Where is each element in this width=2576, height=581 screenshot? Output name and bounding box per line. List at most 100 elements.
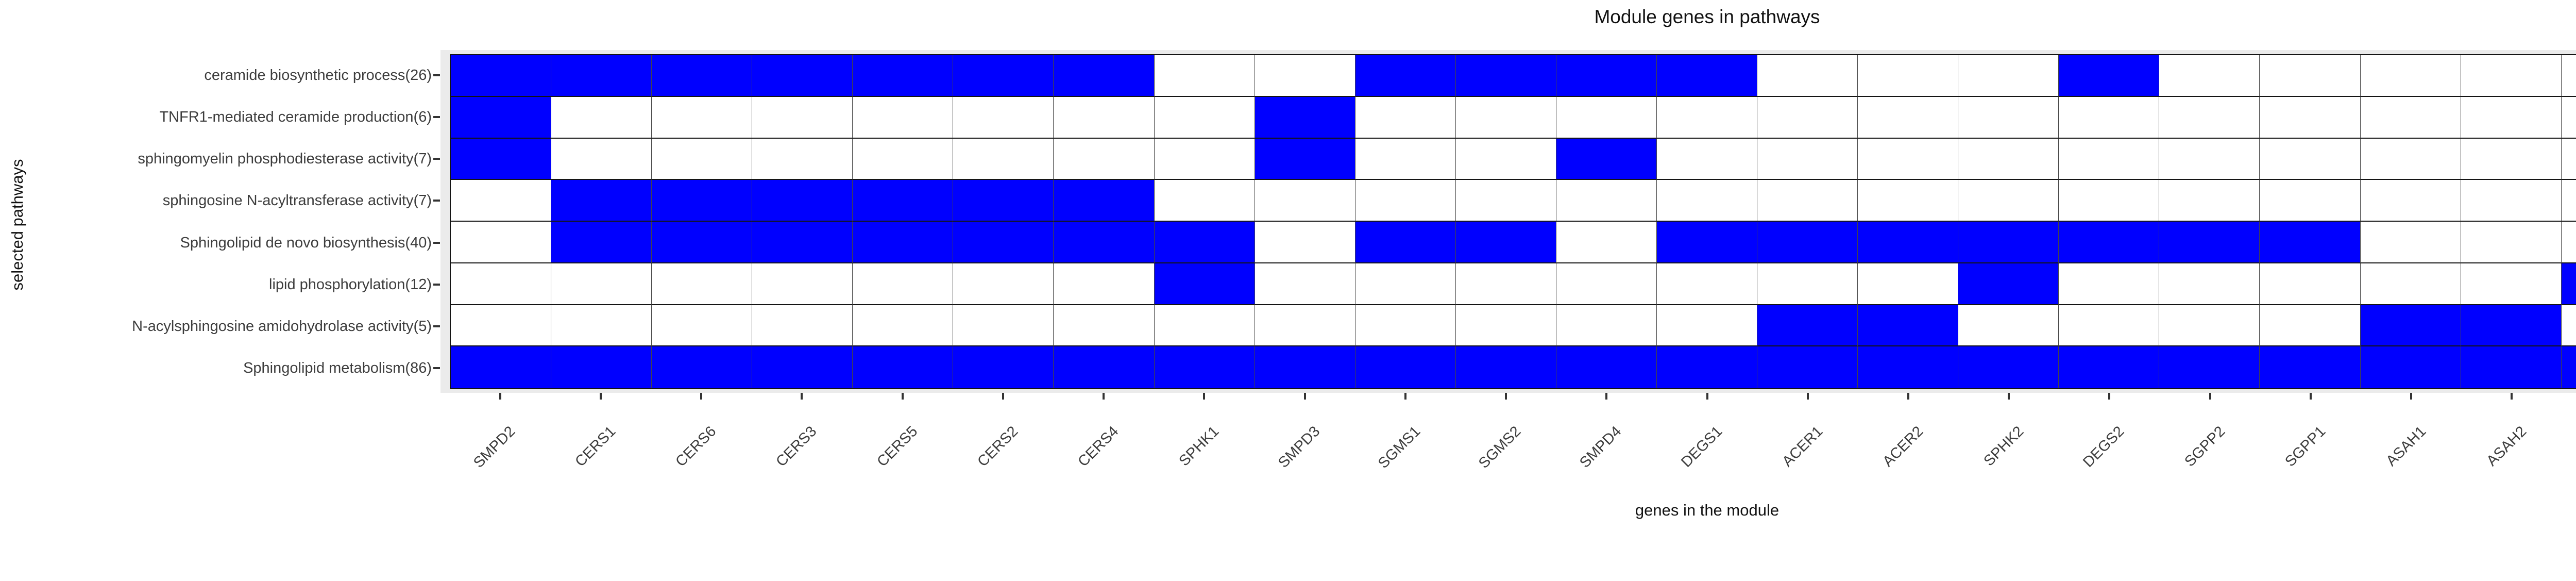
- x-tick: [1002, 393, 1004, 400]
- y-tick-label: ceramide biosynthetic process(26): [204, 67, 432, 84]
- x-tick: [1203, 393, 1206, 400]
- heatmap-cell: [2360, 222, 2461, 263]
- heatmap-cell: [1355, 138, 1456, 180]
- x-tick: [1404, 393, 1406, 400]
- heatmap-cell: [1054, 305, 1155, 347]
- x-tick: [700, 393, 703, 400]
- x-tick: [2008, 393, 2010, 400]
- heatmap-cell: [2159, 346, 2260, 388]
- x-tick: [1103, 393, 1105, 400]
- heatmap-cell: [1858, 138, 1959, 180]
- heatmap-cell: [451, 305, 552, 347]
- heatmap-cell: [1054, 222, 1155, 263]
- heatmap-cell: [1355, 346, 1456, 388]
- heatmap-cell: [2059, 222, 2160, 263]
- heatmap-cell: [2260, 305, 2361, 347]
- heatmap-cell: [2260, 55, 2361, 97]
- heatmap-cell: [1255, 305, 1355, 347]
- heatmap-cell: [551, 55, 652, 97]
- heatmap-cell: [1154, 180, 1255, 222]
- heatmap-cell: [451, 138, 552, 180]
- heatmap-cell: [1255, 138, 1355, 180]
- y-tick: [433, 283, 440, 286]
- heatmap-cell: [2461, 138, 2562, 180]
- heatmap-cell: [953, 346, 1054, 388]
- x-tick: [1806, 393, 1809, 400]
- heatmap-cell: [2260, 222, 2361, 263]
- y-tick-label: sphingosine N-acyltransferase activity(7…: [162, 192, 432, 209]
- heatmap-cell: [652, 55, 753, 97]
- x-tick: [599, 393, 602, 400]
- heatmap-cell: [1757, 346, 1858, 388]
- heatmap-cell: [752, 138, 853, 180]
- heatmap-cell: [2059, 346, 2160, 388]
- heatmap-cell: [1154, 55, 1255, 97]
- heatmap-cell: [1455, 138, 1556, 180]
- heatmap-cell: [2461, 305, 2562, 347]
- y-tick-label: N-acylsphingosine amidohydrolase activit…: [132, 318, 432, 335]
- heatmap-cell: [1154, 305, 1255, 347]
- heatmap-cell: [2561, 55, 2576, 97]
- heatmap-cell: [2360, 346, 2461, 388]
- heatmap-cell: [2159, 180, 2260, 222]
- heatmap-cell: [1556, 96, 1657, 139]
- heatmap-cell: [1355, 305, 1456, 347]
- heatmap-cell: [2260, 346, 2361, 388]
- heatmap-cell: [1255, 55, 1355, 97]
- heatmap-cell: [451, 346, 552, 388]
- heatmap-cell: [1556, 180, 1657, 222]
- y-axis-title: selected pathways: [8, 159, 26, 291]
- heatmap-cell: [1154, 346, 1255, 388]
- y-tick: [433, 241, 440, 244]
- heatmap-cell: [1054, 263, 1155, 305]
- heatmap-cell: [451, 222, 552, 263]
- heatmap-cell: [2461, 55, 2562, 97]
- heatmap-cell: [2260, 180, 2361, 222]
- heatmap-cell: [1255, 346, 1355, 388]
- heatmap-cell: [1858, 305, 1959, 347]
- heatmap-cell: [1054, 55, 1155, 97]
- heatmap-cell: [1355, 55, 1456, 97]
- heatmap-cell: [752, 55, 853, 97]
- x-axis-title: genes in the module: [1635, 501, 1780, 519]
- heatmap-cell: [2159, 96, 2260, 139]
- heatmap-cell: [1455, 305, 1556, 347]
- heatmap-cell: [451, 55, 552, 97]
- heatmap-cell: [953, 263, 1054, 305]
- heatmap-cell: [551, 96, 652, 139]
- x-tick: [2511, 393, 2513, 400]
- heatmap-cell: [551, 222, 652, 263]
- chart-title: Module genes in pathways: [1594, 6, 1820, 27]
- heatmap-cell: [2561, 96, 2576, 139]
- heatmap-cell: [1054, 138, 1155, 180]
- y-tick-label: TNFR1-mediated ceramide production(6): [159, 108, 432, 125]
- heatmap-chart: Module genes in pathways SMPD2 CERS1 CERS6…: [8, 6, 2576, 519]
- x-tick: [1605, 393, 1608, 400]
- heatmap-cell: [1556, 305, 1657, 347]
- heatmap-cell: [2059, 263, 2160, 305]
- heatmap-cell: [1958, 346, 2059, 388]
- heatmap-cell: [1858, 222, 1959, 263]
- heatmap-cell: [1656, 222, 1758, 263]
- heatmap-cell: [1255, 263, 1355, 305]
- heatmap-cell: [551, 305, 652, 347]
- y-tick: [433, 325, 440, 328]
- heatmap-cell: [2360, 138, 2461, 180]
- heatmap-cell: [2561, 346, 2576, 388]
- y-tick: [433, 367, 440, 370]
- heatmap-cell: [752, 305, 853, 347]
- x-tick: [2108, 393, 2111, 400]
- heatmap-cell: [953, 305, 1054, 347]
- heatmap-cell: [853, 222, 954, 263]
- heatmap-cell: [853, 346, 954, 388]
- heatmap-cell: [652, 263, 753, 305]
- heatmap-cell: [1958, 180, 2059, 222]
- heatmap-cell: [1455, 346, 1556, 388]
- y-tick: [433, 200, 440, 202]
- x-tick: [1706, 393, 1708, 400]
- heatmap-cell: [2461, 96, 2562, 139]
- heatmap-cell: [1958, 138, 2059, 180]
- heatmap-cell: [2059, 55, 2160, 97]
- heatmap-cell: [2260, 263, 2361, 305]
- heatmap-cell: [1858, 55, 1959, 97]
